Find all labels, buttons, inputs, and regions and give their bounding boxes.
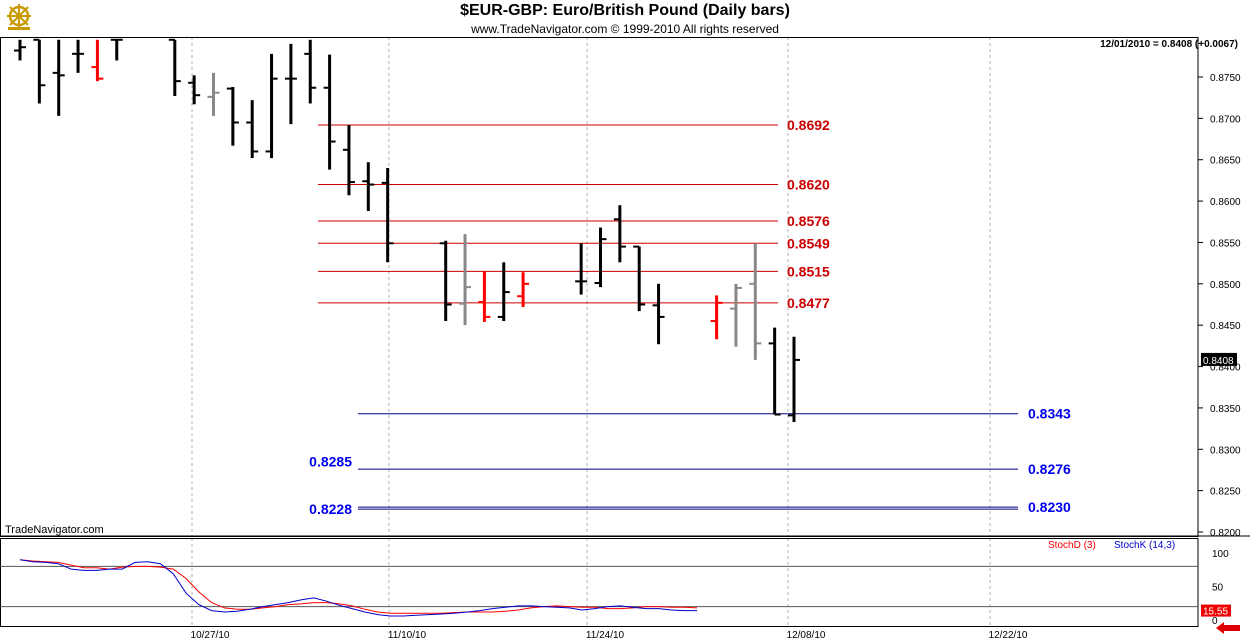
date-axis: 10/27/10 11/10/10 11/24/10 12/08/10 12/22/10 xyxy=(191,630,1028,641)
legend-stochk: StochK (14,3) xyxy=(1114,540,1175,551)
ohlc-bar xyxy=(188,75,201,105)
grid-layer xyxy=(191,37,991,626)
current-price-box xyxy=(1201,352,1237,366)
price-tick-label: 0.8650 xyxy=(1210,156,1241,167)
ohlc-bar xyxy=(246,100,259,159)
ohlc-bar xyxy=(33,38,46,104)
date-tick-label: 12/08/10 xyxy=(787,630,826,641)
ohlc-bar xyxy=(323,54,336,170)
stoch-series-line xyxy=(19,559,697,617)
stoch-tick-label: 0 xyxy=(1212,616,1218,627)
ohlc-bar xyxy=(749,243,762,360)
ohlc-bar xyxy=(381,168,394,263)
support-label: 0.8276 xyxy=(1028,461,1071,477)
ohlc-bar xyxy=(226,86,239,146)
ohlc-bar xyxy=(72,39,85,73)
support-label: 0.8343 xyxy=(1028,406,1071,422)
support-label: 0.8228 xyxy=(309,501,352,517)
ohlc-bar xyxy=(613,205,626,263)
ohlc-bar xyxy=(478,271,491,322)
price-tick-label: 0.8250 xyxy=(1210,487,1241,498)
price-tick-label: 0.8300 xyxy=(1210,445,1241,456)
stoch-last-value-box xyxy=(1201,604,1231,617)
ohlc-bar xyxy=(594,227,607,288)
ohlc-bar xyxy=(575,243,588,295)
price-tick-label: 0.8450 xyxy=(1210,321,1241,332)
ohlc-bar xyxy=(207,72,220,116)
ohlc-bar xyxy=(517,272,530,307)
chart-frames xyxy=(0,37,1250,627)
resistance-label: 0.8477 xyxy=(787,295,830,311)
ohlc-bar xyxy=(768,327,781,416)
ohlc-bar xyxy=(459,234,472,326)
resistance-label: 0.8576 xyxy=(787,213,830,229)
date-tick-label: 11/24/10 xyxy=(586,630,625,641)
ohlc-bar xyxy=(439,240,452,322)
date-tick-label: 11/10/10 xyxy=(388,630,427,641)
price-tick-label: 0.8500 xyxy=(1210,280,1241,291)
exit-arrow-icon[interactable] xyxy=(1216,622,1240,634)
ohlc-bars xyxy=(14,38,800,422)
resistance-label: 0.8692 xyxy=(787,117,830,133)
ohlc-bar xyxy=(304,39,317,104)
chart-subtitle: www.TradeNavigator.com © 1999-2010 All r… xyxy=(471,22,779,36)
price-tick-label: 0.8700 xyxy=(1210,114,1241,125)
ohlc-bar xyxy=(497,262,510,322)
price-tick-label: 0.8200 xyxy=(1210,528,1241,539)
ohlc-bar xyxy=(362,162,375,212)
ohlc-bar xyxy=(91,39,104,82)
price-tick-label: 0.8400 xyxy=(1210,363,1241,374)
ohlc-bar xyxy=(788,336,800,422)
stoch-series-line xyxy=(19,559,698,614)
ohlc-bar xyxy=(110,38,123,61)
price-tick-label: 0.8350 xyxy=(1210,404,1241,415)
price-tick-label: 0.8750 xyxy=(1210,73,1241,84)
ohlc-bar xyxy=(729,283,742,347)
price-readout: 12/01/2010 = 0.8408 (+0.0067) xyxy=(1100,39,1238,50)
current-price-label: 0.8408 xyxy=(1203,356,1234,367)
ohlc-bar xyxy=(14,39,26,61)
support-label: 0.8285 xyxy=(309,454,352,470)
ohlc-bar xyxy=(633,245,646,312)
stoch-tick-label: 50 xyxy=(1212,583,1224,594)
ohlc-bar xyxy=(652,283,665,345)
ship-wheel-icon[interactable] xyxy=(4,3,34,31)
price-levels: 0.8692 0.8620 0.8576 0.8549 0.8515 0.8477 0.83… xyxy=(309,117,1071,517)
stoch-last-value-label: 15.55 xyxy=(1203,607,1228,618)
resistance-label: 0.8620 xyxy=(787,177,830,193)
price-tick-label: 0.8600 xyxy=(1210,197,1241,208)
legend-stochd: StochD (3) xyxy=(1048,540,1096,551)
price-axis: 0.8750 0.8700 0.8650 0.8600 0.8550 0.8500 0.84… xyxy=(1198,73,1241,539)
date-tick-label: 12/22/10 xyxy=(989,630,1028,641)
ohlc-bar xyxy=(52,39,65,116)
price-tick-label: 0.8550 xyxy=(1210,238,1241,249)
ohlc-bar xyxy=(265,53,278,159)
ohlc-bar xyxy=(342,124,355,196)
date-tick-label: 10/27/10 xyxy=(191,630,230,641)
stoch-panel-frame xyxy=(0,538,1199,627)
ohlc-bar xyxy=(168,38,181,97)
resistance-label: 0.8549 xyxy=(787,235,830,251)
watermark-text: TradeNavigator.com xyxy=(5,524,104,536)
ohlc-bar xyxy=(710,295,723,340)
resistance-label: 0.8515 xyxy=(787,263,830,279)
stochastic-panel: 100 50 0 StochD (3) StochK (14,3) 15.55 xyxy=(0,540,1231,627)
stoch-tick-label: 100 xyxy=(1212,549,1229,560)
ohlc-bar xyxy=(284,43,297,125)
support-label: 0.8230 xyxy=(1028,499,1071,515)
chart-title: $EUR-GBP: Euro/British Pound (Daily bars… xyxy=(460,2,790,19)
